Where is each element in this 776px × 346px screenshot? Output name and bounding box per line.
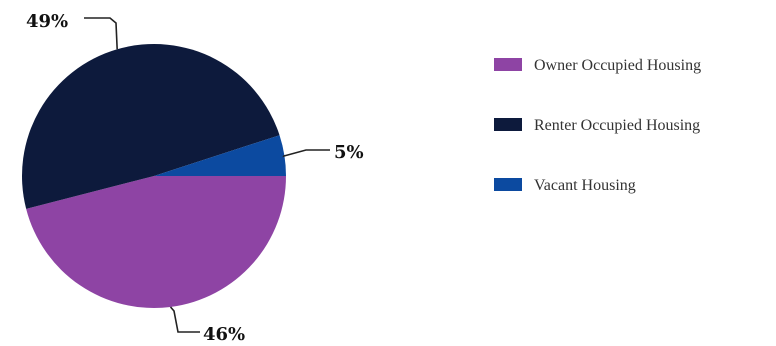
legend-swatch [494, 118, 522, 131]
legend-swatch [494, 58, 522, 71]
legend-label: Renter Occupied Housing [534, 117, 700, 134]
data-label-2: 49% [26, 11, 68, 32]
data-label-1: 46% [203, 324, 245, 345]
legend-label: Owner Occupied Housing [534, 57, 701, 74]
data-label-3: 5% [334, 142, 364, 163]
pie-slice-3 [154, 135, 286, 176]
legend-swatch [494, 178, 522, 191]
leader-line-3 [282, 149, 330, 158]
pie-slice-2 [22, 44, 280, 209]
leader-line-2 [84, 17, 118, 50]
pie-slice-1 [26, 176, 286, 309]
leader-line-1 [169, 306, 200, 333]
legend-label: Vacant Housing [534, 177, 636, 194]
legend-item-2: Renter Occupied Housing [494, 117, 700, 134]
legend-item-1: Owner Occupied Housing [494, 57, 701, 74]
legend-item-3: Vacant Housing [494, 177, 636, 194]
